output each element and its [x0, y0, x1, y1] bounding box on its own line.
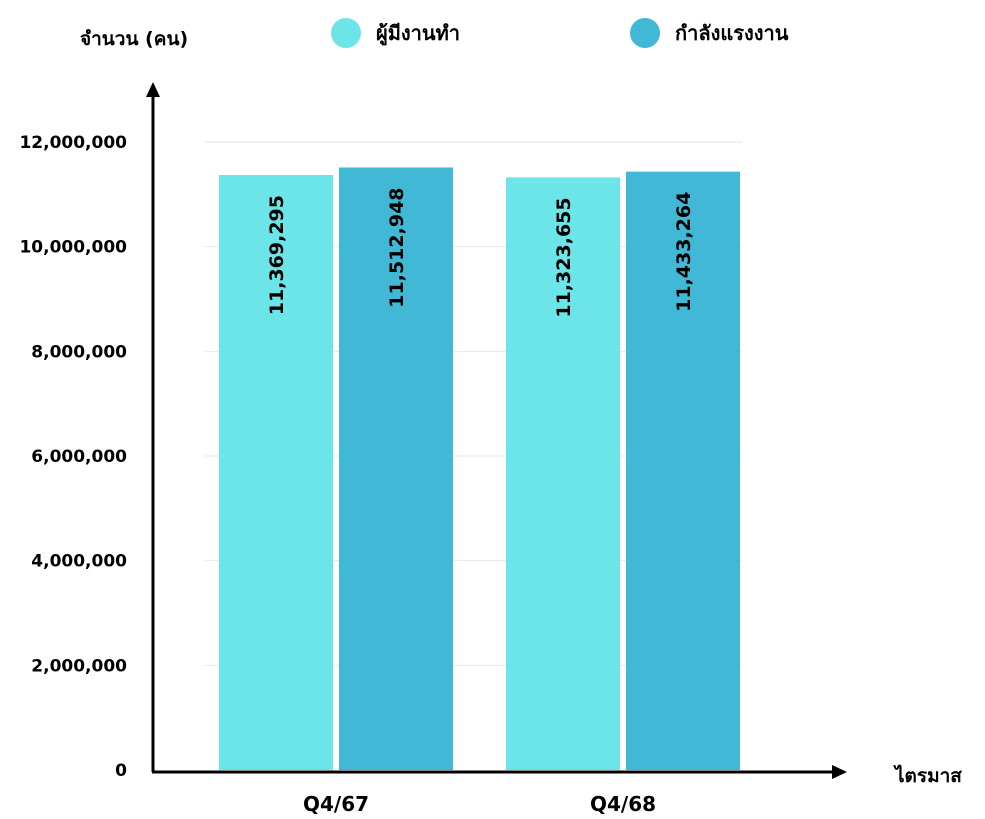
y-tick-label: 0 [115, 761, 127, 781]
bars [219, 167, 740, 770]
bar [339, 167, 453, 770]
bar-value-label: 11,512,948 [386, 187, 408, 307]
bar-value-label: 11,369,295 [266, 195, 288, 315]
x-tick-label: Q4/68 [590, 792, 656, 816]
bar [506, 177, 620, 770]
y-axis-title: จำนวน (คน) [80, 28, 188, 50]
x-axis-ticks: Q4/67 Q4/68 [303, 792, 656, 816]
bar-labels: 11,369,295 11,512,948 11,323,655 11,433,264 [266, 187, 695, 317]
legend: ผู้มีงานทำ กำลังแรงงาน [331, 18, 789, 48]
bar [626, 171, 740, 770]
bar-value-label: 11,323,655 [553, 197, 575, 317]
y-tick-label: 4,000,000 [31, 552, 127, 572]
y-tick-label: 2,000,000 [31, 656, 127, 676]
x-axis-title: ไตรมาส [893, 764, 962, 787]
y-tick-label: 6,000,000 [31, 447, 127, 467]
y-tick-label: 8,000,000 [31, 342, 127, 362]
y-axis-arrow-icon [146, 82, 160, 97]
y-tick-label: 12,000,000 [19, 133, 127, 153]
legend-swatch-labor-force [630, 18, 660, 48]
bar [219, 175, 333, 770]
legend-label-employed: ผู้มีงานทำ [376, 21, 460, 47]
x-tick-label: Q4/67 [303, 792, 369, 816]
x-axis-arrow-icon [832, 765, 847, 779]
y-tick-label: 10,000,000 [19, 238, 127, 258]
bar-value-label: 11,433,264 [673, 192, 695, 312]
legend-label-labor-force: กำลังแรงงาน [675, 21, 789, 45]
y-axis-ticks: 0 2,000,000 4,000,000 6,000,000 8,000,000 10,… [19, 133, 127, 781]
legend-swatch-employed [331, 18, 361, 48]
